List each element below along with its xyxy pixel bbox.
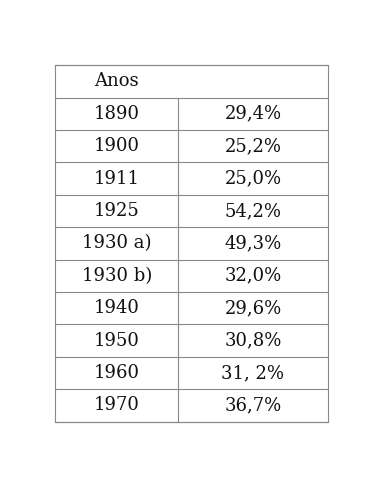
Text: 29,6%: 29,6% bbox=[224, 299, 282, 317]
Text: 49,3%: 49,3% bbox=[224, 234, 282, 253]
Text: 1960: 1960 bbox=[94, 364, 140, 382]
Text: 1900: 1900 bbox=[94, 137, 140, 155]
Text: 1911: 1911 bbox=[94, 170, 140, 187]
Text: 32,0%: 32,0% bbox=[224, 267, 282, 285]
Text: 1930 a): 1930 a) bbox=[82, 234, 151, 253]
Text: 25,0%: 25,0% bbox=[224, 170, 282, 187]
Text: 1930 b): 1930 b) bbox=[82, 267, 152, 285]
Text: 36,7%: 36,7% bbox=[224, 396, 282, 415]
Text: 1950: 1950 bbox=[94, 332, 140, 349]
Text: 1925: 1925 bbox=[94, 202, 140, 220]
Text: 31, 2%: 31, 2% bbox=[221, 364, 285, 382]
Text: 1940: 1940 bbox=[94, 299, 140, 317]
Text: 29,4%: 29,4% bbox=[224, 105, 282, 123]
Text: Anos: Anos bbox=[95, 72, 139, 91]
Text: 25,2%: 25,2% bbox=[224, 137, 282, 155]
Text: 30,8%: 30,8% bbox=[224, 332, 282, 349]
Text: 1970: 1970 bbox=[94, 396, 140, 415]
Text: 1890: 1890 bbox=[94, 105, 140, 123]
Text: 54,2%: 54,2% bbox=[224, 202, 282, 220]
